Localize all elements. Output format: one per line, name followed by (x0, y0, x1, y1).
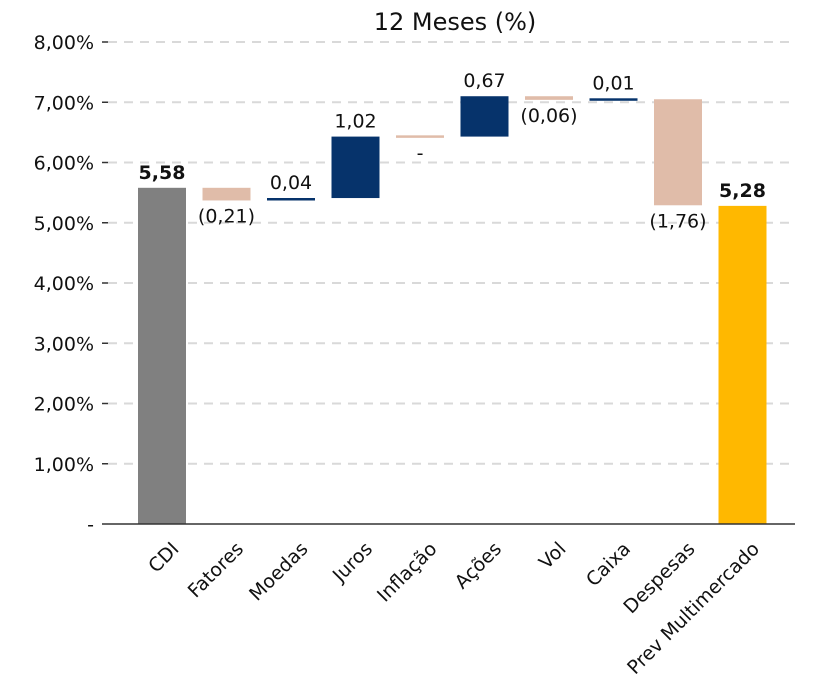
y-axis-ticks: - 1,00% 2,00% 3,00% 4,00% 5,00% 6,00% 7,00% 8,00… (34, 32, 108, 536)
y-tick-label: 4,00% (34, 273, 94, 295)
gridlines (108, 41, 795, 465)
category-label: Moedas (245, 538, 312, 605)
bar-prev-multimercado (718, 205, 767, 524)
bar-juros (331, 136, 380, 199)
y-tick-label: 6,00% (34, 153, 94, 175)
category-label: CDI (144, 538, 183, 577)
y-tick-label: 2,00% (34, 394, 94, 416)
y-tick-label: 5,00% (34, 213, 94, 235)
y-tick-label: 3,00% (34, 333, 94, 355)
bar-caixa (589, 98, 638, 101)
bar-infla-o (396, 135, 444, 138)
y-tick-label: 1,00% (34, 454, 94, 476)
category-label: Fatores (184, 538, 248, 602)
y-tick-label: 8,00% (34, 32, 94, 54)
data-label: (0,06) (520, 105, 577, 127)
bar-vol (525, 96, 573, 100)
data-label: 0,01 (592, 72, 634, 94)
data-label: - (417, 142, 424, 164)
data-label: 5,58 (139, 162, 186, 184)
bar-cdi (138, 187, 186, 524)
bar-fatores (202, 187, 251, 201)
y-tick-label: - (87, 514, 94, 536)
category-label: Juros (328, 538, 377, 587)
chart-title: 12 Meses (%) (374, 8, 537, 36)
data-labels: 5,58 (0,21) 0,04 1,02 - 0,67 (0,06) 0,01 (1,76) 5… (139, 70, 766, 232)
data-label: 0,67 (463, 70, 505, 92)
category-label: Vol (535, 538, 571, 574)
data-label: 0,04 (270, 172, 312, 194)
bar-despesas (654, 99, 702, 206)
category-label: Inflação (373, 538, 442, 607)
data-label: 5,28 (719, 180, 766, 202)
bar-moedas (267, 198, 315, 201)
y-tick-label: 7,00% (34, 92, 94, 114)
data-label: (1,76) (649, 210, 706, 232)
data-label: (0,21) (198, 205, 255, 227)
data-label: 1,02 (334, 111, 376, 133)
bars (138, 96, 767, 524)
category-label: Ações (451, 538, 506, 593)
bar-a-es (460, 96, 509, 137)
category-label: Caixa (582, 538, 635, 591)
